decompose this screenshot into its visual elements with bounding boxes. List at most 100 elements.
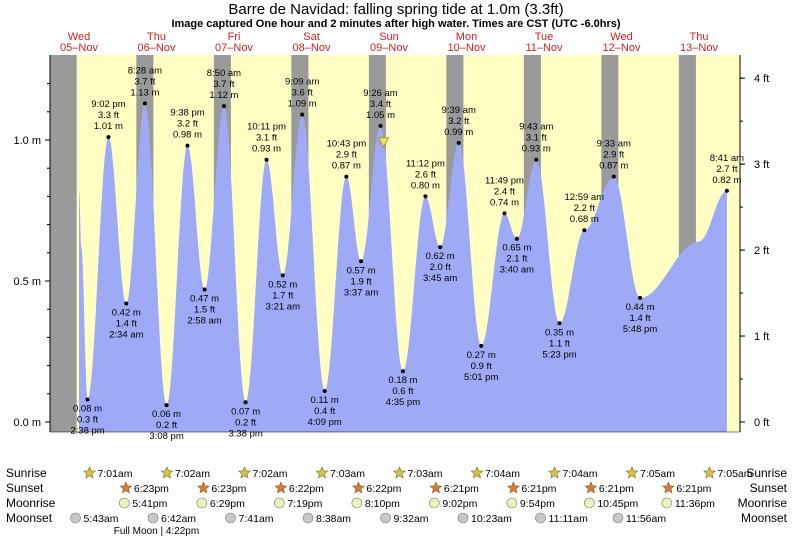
tide-label-line: 0.06 m bbox=[152, 409, 181, 420]
tide-label-line: 1.09 m bbox=[288, 99, 317, 110]
astro-event-2-4: 9:02pm bbox=[429, 497, 478, 510]
tide-point-0 bbox=[85, 397, 90, 402]
tide-label-line: 10:43 pm bbox=[327, 139, 367, 150]
astro-event-3-2: 7:41am bbox=[225, 512, 274, 525]
tide-label-line: 1.05 m bbox=[366, 110, 395, 121]
tide-label-line: 0.42 m bbox=[112, 308, 141, 319]
tide-label-line: 11:12 pm bbox=[406, 158, 445, 169]
sun-icon bbox=[160, 466, 174, 479]
sun-icon bbox=[393, 466, 406, 479]
astro-event-0-0: 7:01am bbox=[83, 466, 133, 480]
astro-event-time: 8:10pm bbox=[365, 498, 400, 510]
tide-label-line: 2.2 ft bbox=[574, 203, 595, 214]
day-name-0: Wed bbox=[68, 31, 90, 43]
astro-row-label-left-2: Moonrise bbox=[6, 496, 56, 510]
tide-label-line: 4:09 pm bbox=[308, 417, 342, 428]
left-tick-label-2: 1.0 m bbox=[13, 135, 41, 147]
tide-label-line: 0.35 m bbox=[545, 327, 574, 338]
tide-label-line: 2.1 ft bbox=[506, 254, 527, 265]
tide-label-line: 3:37 am bbox=[344, 287, 378, 298]
astro-event-1-0: 6:23pm bbox=[119, 481, 169, 495]
tide-label-line: 1.9 ft bbox=[351, 276, 372, 287]
tide-label-15: 9:26 am3.4 ft1.05 m bbox=[363, 88, 397, 121]
left-tick-label-1: 0.5 m bbox=[13, 276, 41, 288]
tide-point-12 bbox=[322, 388, 327, 393]
sunset-icon bbox=[506, 481, 520, 494]
right-tick-label-4: 4 ft bbox=[754, 73, 769, 85]
tide-label-line: 3.3 ft bbox=[98, 110, 119, 121]
sunset-icon bbox=[274, 481, 288, 494]
right-tick-label-2: 2 ft bbox=[754, 245, 769, 257]
astro-row-label-left-0: Sunrise bbox=[6, 466, 47, 480]
plot-area: 0.08 m0.3 ft2:38 pm 9:02 pm3.3 ft1.01 m 0.… bbox=[50, 55, 744, 442]
astro-event-time: 7:02am bbox=[252, 468, 287, 480]
astro-event-time: 7:05am bbox=[640, 468, 675, 480]
astro-event-time: 6:22pm bbox=[366, 483, 401, 495]
tide-label-line: 3.6 ft bbox=[292, 88, 313, 99]
astro-event-time: 11:36pm bbox=[675, 498, 715, 510]
tide-label-line: 3.7 ft bbox=[134, 76, 155, 87]
tide-label-14: 0.57 m1.9 ft3:37 am bbox=[344, 265, 378, 298]
moon-icon bbox=[119, 497, 130, 509]
tide-point-11 bbox=[300, 112, 305, 117]
tide-label-line: 9:09 am bbox=[285, 77, 319, 88]
astro-row-label-right-1: Sunset bbox=[750, 481, 788, 495]
tide-point-25 bbox=[582, 228, 587, 233]
tide-label-8: 0.07 m0.2 ft3:38 pm bbox=[228, 406, 262, 439]
tide-point-17 bbox=[423, 194, 428, 199]
astro-event-2-7: 11:36pm bbox=[661, 497, 715, 510]
day-name-7: Wed bbox=[610, 31, 632, 43]
astro-event-3-7: 11:56am bbox=[612, 512, 666, 525]
right-tick-label-3: 3 ft bbox=[754, 159, 769, 171]
tide-label-line: 2.6 ft bbox=[415, 169, 436, 180]
tide-label-line: 0.87 m bbox=[332, 161, 361, 172]
tide-label-11: 9:09 am3.6 ft1.09 m bbox=[285, 77, 319, 110]
astro-event-time: 6:23pm bbox=[134, 483, 169, 495]
tide-point-8 bbox=[243, 400, 248, 405]
day-date-6: 11–Nov bbox=[525, 42, 563, 54]
astro-event-time: 6:42am bbox=[161, 513, 196, 525]
tide-label-line: 0.27 m bbox=[467, 350, 496, 361]
chart-title: Barre de Navidad: falling spring tide at… bbox=[228, 1, 563, 18]
tide-label-line: 3:08 pm bbox=[149, 431, 183, 442]
day-date-0: 05–Nov bbox=[60, 42, 98, 54]
astro-event-time: 11:11am bbox=[549, 513, 589, 525]
tide-label-line: 2.7 ft bbox=[716, 164, 737, 175]
sun-icon bbox=[548, 466, 561, 479]
tide-label-line: 0.47 m bbox=[190, 293, 219, 304]
tide-area bbox=[79, 103, 727, 432]
tide-point-28 bbox=[724, 188, 729, 193]
tide-label-line: 5:48 pm bbox=[623, 324, 657, 335]
tide-label-line: 0.07 m bbox=[231, 406, 260, 417]
day-date-8: 13–Nov bbox=[680, 42, 718, 54]
tide-label-line: 9:39 am bbox=[442, 105, 476, 116]
tide-label-line: 0.74 m bbox=[490, 197, 519, 208]
chart-subtitle: Image captured One hour and 2 minutes af… bbox=[171, 18, 620, 30]
astro-event-0-7: 7:05am bbox=[625, 466, 675, 480]
tide-point-3 bbox=[142, 101, 147, 106]
astro-event-3-1: 6:42am bbox=[147, 512, 196, 525]
tide-label-line: 2.9 ft bbox=[336, 150, 357, 161]
tide-label-line: 9:02 pm bbox=[91, 99, 125, 110]
moon-icon bbox=[661, 497, 673, 509]
moon-icon bbox=[429, 497, 440, 509]
astro-event-time: 6:21pm bbox=[444, 483, 479, 495]
sun-icon bbox=[470, 466, 484, 479]
moonset-icon bbox=[457, 512, 469, 524]
tide-label-line: 2:58 am bbox=[187, 315, 221, 326]
sunset-icon bbox=[661, 481, 675, 494]
astro-event-0-3: 7:03am bbox=[315, 466, 365, 480]
astro-event-time: 6:21pm bbox=[521, 483, 556, 495]
sunset-icon bbox=[429, 481, 443, 494]
moon-icon bbox=[196, 497, 208, 509]
right-tick-label-1: 1 ft bbox=[754, 331, 769, 343]
tide-label-27: 0.44 m1.4 ft5:48 pm bbox=[623, 302, 657, 335]
astro-event-3-4: 9:32am bbox=[380, 512, 429, 525]
astro-event-3-0: 5:43am bbox=[70, 512, 119, 525]
astro-event-time: 6:23pm bbox=[211, 483, 246, 495]
astro-event-time: 7:04am bbox=[485, 468, 520, 480]
tide-label-line: 1.5 ft bbox=[194, 304, 215, 315]
tide-label-6: 0.47 m1.5 ft2:58 am bbox=[187, 293, 221, 326]
astro-event-2-0: 5:41pm bbox=[119, 497, 168, 510]
